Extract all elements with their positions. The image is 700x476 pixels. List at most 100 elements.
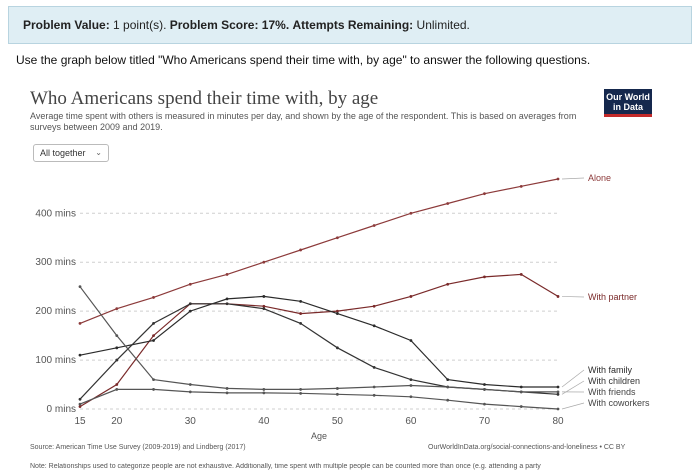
data-point: [152, 321, 155, 325]
data-point: [152, 388, 155, 391]
chart-card: Who Americans spend their time with, by …: [20, 84, 668, 476]
data-point: [409, 378, 413, 382]
data-point: [335, 309, 339, 313]
data-point: [225, 387, 229, 390]
data-point: [372, 366, 376, 369]
legend-leader-line: [561, 296, 585, 298]
owid-logo: Our World in Data: [604, 89, 652, 117]
y-tick-label: 0 mins: [47, 404, 76, 415]
data-point: [115, 334, 119, 337]
data-point: [262, 388, 266, 391]
logo-line-1: Our World: [606, 92, 650, 102]
data-point: [446, 385, 450, 389]
data-point: [446, 282, 450, 286]
chevron-down-icon: ⌄: [95, 148, 102, 157]
data-point: [372, 385, 376, 389]
data-point: [299, 321, 303, 325]
data-point: [372, 324, 376, 328]
data-point: [188, 302, 192, 306]
legend-label: With family: [588, 365, 633, 375]
data-point: [78, 402, 82, 406]
data-point: [409, 384, 413, 387]
line-chart: 0 mins 100 mins 200 mins 300 mins 400 mins 15…: [35, 173, 650, 441]
data-point: [446, 202, 450, 205]
attempts-value: Unlimited.: [416, 18, 470, 32]
problem-score: 17%.: [261, 18, 290, 32]
data-point: [409, 211, 413, 215]
data-point: [188, 282, 192, 286]
data-point: [78, 353, 82, 357]
data-point: [483, 275, 486, 279]
data-point: [483, 388, 486, 391]
y-tick-label: 200 mins: [35, 306, 76, 317]
x-tick-label: 80: [552, 416, 564, 427]
x-tick-label: 50: [332, 416, 344, 427]
data-point: [188, 383, 192, 386]
problem-info-bar: Problem Value: 1 point(s). Problem Score…: [8, 6, 692, 44]
problem-score-label: Problem Score:: [169, 18, 259, 32]
problem-value: 1 point(s).: [113, 18, 167, 32]
dropdown-value: All together: [40, 148, 86, 158]
data-point: [115, 388, 119, 391]
problem-value-label: Problem Value:: [23, 18, 110, 32]
data-point: [556, 177, 560, 181]
data-point: [299, 391, 303, 395]
series-line: [79, 273, 559, 408]
data-point: [152, 296, 155, 299]
data-point: [335, 346, 339, 350]
data-point: [556, 407, 560, 411]
data-point: [335, 387, 339, 390]
x-tick-label: 70: [479, 416, 491, 427]
data-point: [152, 334, 155, 337]
data-point: [262, 307, 266, 311]
data-point: [115, 346, 119, 350]
series-line: [79, 388, 559, 410]
data-point: [78, 285, 82, 289]
data-point: [483, 192, 486, 196]
legend-leader-line: [561, 177, 585, 180]
data-point: [335, 312, 339, 315]
x-tick-label: 15: [74, 416, 86, 427]
view-dropdown[interactable]: All together ⌄: [33, 144, 109, 162]
data-point: [335, 236, 339, 240]
data-point: [556, 385, 560, 389]
data-point: [78, 405, 82, 408]
data-point: [225, 391, 229, 395]
data-point: [556, 392, 560, 396]
data-point: [409, 395, 413, 399]
problem-info-text: Problem Value: 1 point(s). Problem Score…: [23, 18, 470, 32]
legend-label: With friends: [588, 387, 636, 397]
data-point: [446, 398, 450, 402]
data-point: [372, 393, 376, 397]
data-point: [262, 260, 266, 264]
data-point: [446, 378, 450, 382]
y-tick-label: 400 mins: [35, 208, 76, 219]
x-tick-label: 30: [185, 416, 197, 427]
legend-label: Alone: [588, 173, 611, 183]
series-line: [79, 286, 558, 393]
data-point: [188, 309, 192, 313]
data-point: [519, 405, 523, 408]
legend-label: With children: [588, 376, 640, 386]
chart-title: Who Americans spend their time with, by …: [30, 88, 379, 109]
logo-line-2: in Data: [612, 102, 643, 112]
data-point: [152, 378, 155, 382]
data-point: [483, 402, 486, 406]
legend-label: With coworkers: [588, 398, 650, 408]
legend-label: With partner: [588, 292, 637, 302]
data-point: [299, 312, 303, 315]
legend-leader-line: [561, 369, 585, 388]
data-point: [225, 302, 229, 306]
series-line: [79, 295, 558, 388]
data-point: [519, 390, 523, 394]
y-tick-label: 300 mins: [35, 257, 76, 268]
data-point: [556, 390, 560, 394]
source-text: Source: American Time Use Survey (2009-2…: [30, 444, 246, 451]
series-line: [79, 178, 559, 324]
data-point: [299, 299, 303, 303]
data-point: [556, 295, 560, 298]
data-point: [372, 304, 376, 308]
data-point: [115, 358, 119, 362]
x-tick-label: 40: [258, 416, 270, 427]
data-point: [78, 321, 82, 325]
